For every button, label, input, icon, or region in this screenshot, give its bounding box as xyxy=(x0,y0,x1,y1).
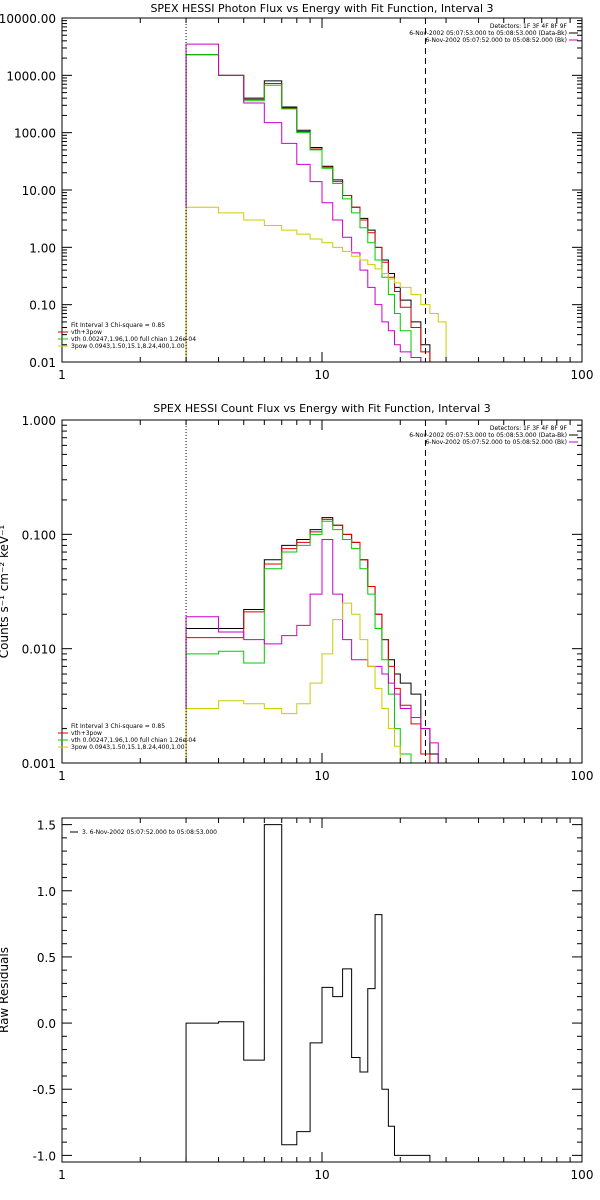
y-tick-label: 100.00 xyxy=(14,127,56,141)
legend-text: 3. 6-Nov-2002 05:07:52.000 to 05:08:53.0… xyxy=(82,829,217,836)
chart-title: SPEX HESSI Photon Flux vs Energy with Fi… xyxy=(150,2,493,15)
x-tick-label: 100 xyxy=(571,1168,594,1182)
header-line: 6-Nov-2002 05:07:53.000 to 05:08:53.000 … xyxy=(409,30,567,37)
series-line-green xyxy=(185,520,412,763)
x-tick-label: 10 xyxy=(314,368,329,382)
y-tick-label: 1.00 xyxy=(29,241,56,255)
x-tick-label: 1 xyxy=(58,368,66,382)
legend-text: vth 0.00247,1.96,1.00 full chian 1.26e-0… xyxy=(71,737,196,744)
legend-text: 3pow 0.0943,1.50,15.1,8.24,400,1.00 xyxy=(71,744,185,751)
series-line-black xyxy=(185,54,447,362)
legend-text: vth+3pow xyxy=(71,730,102,737)
header-line: 6-Nov-2002 05:07:52.000 to 05:08:52.000 … xyxy=(425,37,567,44)
y-tick-label: 0.100 xyxy=(22,528,56,542)
legend-text: Fit Interval 3 Chi-square = 0.85 xyxy=(71,322,165,329)
y-axis-label: Raw Residuals xyxy=(0,947,11,1033)
series-line-black xyxy=(185,824,431,1162)
y-tick-label: 1.5 xyxy=(37,819,56,833)
y-tick-label: 1.0 xyxy=(37,885,56,899)
y-tick-label: 0.01 xyxy=(29,356,56,370)
series-line-black xyxy=(185,517,439,763)
y-tick-label: -1.0 xyxy=(33,1149,56,1163)
x-tick-label: 10 xyxy=(314,1168,329,1182)
series-group xyxy=(185,824,431,1162)
header-line: 6-Nov-2002 05:07:52.000 to 05:08:52.000 … xyxy=(425,439,567,446)
legend-text: Fit Interval 3 Chi-square = 0.85 xyxy=(71,723,165,730)
chart-panel-photon: SPEX HESSI Photon Flux vs Energy with Fi… xyxy=(0,2,594,382)
x-tick-label: 1 xyxy=(58,1168,66,1182)
y-tick-label: 1000.00 xyxy=(6,69,56,83)
x-tick-label: 1 xyxy=(58,769,66,783)
series-line-red xyxy=(185,54,431,362)
y-tick-label: 0.10 xyxy=(29,299,56,313)
series-line-yellow xyxy=(185,602,412,763)
y-axis-label: Counts s⁻¹ cm⁻² keV⁻¹ xyxy=(0,525,11,659)
y-tick-label: 10000.00 xyxy=(0,12,56,26)
x-tick-label: 10 xyxy=(314,769,329,783)
chart-title: SPEX HESSI Count Flux vs Energy with Fit… xyxy=(153,402,490,415)
chart-panel-count: SPEX HESSI Count Flux vs Energy with Fit… xyxy=(0,402,594,783)
chart-panel-residuals: 1 10 100 -1.0 -0.5 0.0 0.5 1.0 1.5 Raw Residuals 3… xyxy=(0,817,594,1182)
legend-text: 3pow 0.0943,1.50,15.1,8.24,400,1.00 xyxy=(71,343,185,350)
series-line-green xyxy=(185,54,422,362)
header-line: 6-Nov-2002 05:07:53.000 to 05:08:53.000 … xyxy=(409,432,567,439)
header-line: Detectors: 1F 3F 4F 8F 9F xyxy=(490,425,568,432)
series-group xyxy=(185,43,447,362)
legend-text: vth+3pow xyxy=(71,329,102,336)
y-tick-label: 0.5 xyxy=(37,951,56,965)
y-tick-label: -0.5 xyxy=(33,1083,56,1097)
y-tick-label: 0.0 xyxy=(37,1017,56,1031)
x-tick-label: 100 xyxy=(571,368,594,382)
y-tick-label: 0.001 xyxy=(22,757,56,771)
series-group xyxy=(185,517,447,763)
legend-text: vth 0.00247,1.96,1.00 full chian 1.26e-0… xyxy=(71,336,196,343)
series-line-magenta xyxy=(185,539,447,763)
y-tick-label: 10.00 xyxy=(22,184,56,198)
y-tick-label: 0.010 xyxy=(22,643,56,657)
y-tick-label: 1.000 xyxy=(22,414,56,428)
x-tick-label: 100 xyxy=(571,769,594,783)
header-line: Detectors: 1F 3F 4F 8F 9F xyxy=(490,23,568,30)
series-line-magenta xyxy=(185,43,422,362)
series-line-red xyxy=(185,518,431,763)
series-line-yellow xyxy=(185,206,447,362)
